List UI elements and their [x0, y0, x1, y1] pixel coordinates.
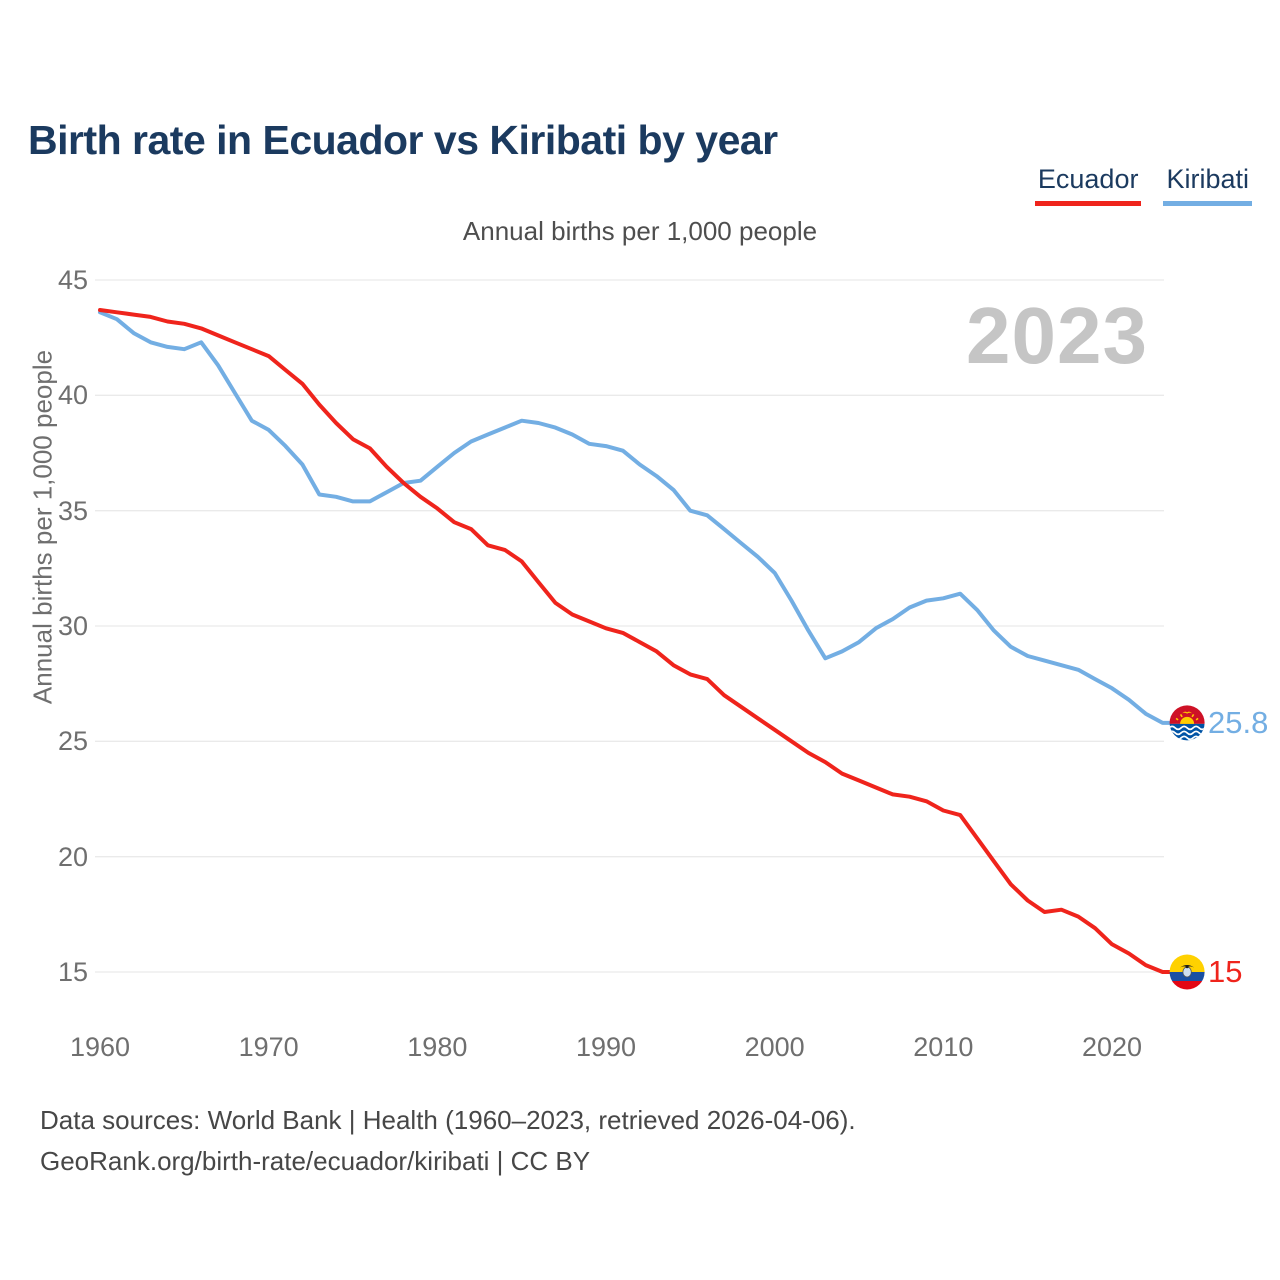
kiribati-end-value-label: 25.8	[1208, 704, 1269, 740]
chart-subtitle: Annual births per 1,000 people	[462, 216, 818, 246]
y-tick-label-30: 30	[57, 611, 88, 641]
footer-sources-line: Data sources: World Bank | Health (1960–…	[40, 1105, 856, 1135]
y-tick-label-35: 35	[57, 495, 88, 526]
y-tick-label-20: 20	[57, 841, 88, 872]
ecuador-end-value-label: 15	[1208, 954, 1243, 989]
x-tick-label-1970: 1970	[238, 1032, 299, 1062]
legend-item-kiribati[interactable]: Kiribati	[1163, 164, 1252, 206]
legend-item-ecuador[interactable]: Ecuador	[1034, 164, 1142, 206]
footer-attribution-line: GeoRank.org/birth-rate/ecuador/kiribati …	[40, 1146, 591, 1176]
x-tick-label-1980: 1980	[407, 1032, 468, 1062]
watermark-year: 2023	[966, 291, 1148, 380]
gridlines	[95, 279, 1164, 973]
y-tick-label-25: 25	[57, 726, 88, 757]
series-lines	[98, 308, 1172, 974]
y-tick-label-45: 45	[57, 265, 88, 295]
kiribati-flag-icon	[1169, 705, 1205, 741]
y-tick-label-15: 15	[57, 957, 88, 987]
line-kiribati	[98, 310, 1172, 725]
page-title: Birth rate in Ecuador vs Kiribati by yea…	[28, 117, 778, 164]
y-tick-label-40: 40	[57, 380, 88, 411]
line-ecuador	[98, 308, 1172, 974]
legend: Ecuador Kiribati	[1034, 164, 1252, 206]
x-tick-label-2010: 2010	[913, 1032, 974, 1062]
x-tick-label-1990: 1990	[575, 1032, 637, 1062]
x-tick-label-2000: 2000	[744, 1032, 805, 1062]
x-tick-label-1960: 1960	[69, 1032, 131, 1062]
ecuador-flag-icon	[1169, 954, 1205, 990]
x-tick-label-2020: 2020	[1081, 1032, 1143, 1062]
footer: Data sources: World Bank | Health (1960–…	[40, 1100, 856, 1182]
